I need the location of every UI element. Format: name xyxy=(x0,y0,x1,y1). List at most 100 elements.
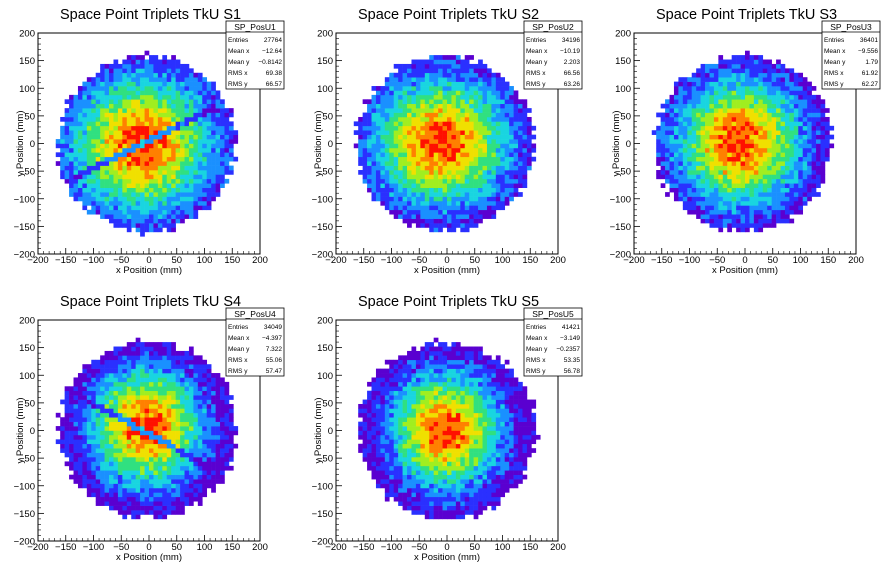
histogram-bin xyxy=(122,483,128,489)
histogram-bin xyxy=(162,386,168,392)
histogram-bin xyxy=(69,143,74,149)
histogram-bin xyxy=(411,196,417,202)
histogram-bin xyxy=(144,77,150,82)
histogram-bin xyxy=(140,196,145,202)
histogram-bin xyxy=(171,395,176,400)
histogram-bin xyxy=(691,125,697,131)
histogram-bin xyxy=(713,214,719,219)
histogram-bin xyxy=(789,112,795,118)
histogram-bin xyxy=(122,421,128,427)
histogram-bin xyxy=(73,399,79,405)
histogram-bin xyxy=(491,147,497,153)
histogram-bin xyxy=(188,86,194,91)
histogram-bin xyxy=(798,139,804,144)
histogram-bin xyxy=(455,139,461,144)
histogram-bin xyxy=(149,412,154,418)
histogram-bin xyxy=(740,139,746,144)
histogram-bin xyxy=(384,178,390,184)
histogram-bin xyxy=(482,112,488,118)
histogram-bin xyxy=(478,152,483,158)
histogram-bin xyxy=(727,218,732,224)
histogram-bin xyxy=(149,125,154,131)
x-tick-label: −150 xyxy=(353,255,374,266)
histogram-bin xyxy=(82,483,88,489)
histogram-bin xyxy=(131,479,136,484)
histogram-bin xyxy=(113,108,119,113)
histogram-bin xyxy=(193,143,199,149)
histogram-bin xyxy=(64,395,70,400)
histogram-bin xyxy=(816,116,821,122)
histogram-bin xyxy=(100,152,105,158)
histogram-bin xyxy=(509,152,514,158)
histogram-bin xyxy=(745,72,750,78)
histogram-bin xyxy=(389,81,395,87)
histogram-bin xyxy=(736,143,741,149)
histogram-bin xyxy=(736,183,741,188)
histogram-bin xyxy=(77,386,83,392)
histogram-bin xyxy=(233,130,239,135)
stats-box-title: SP_PosU3 xyxy=(830,22,872,32)
histogram-bin xyxy=(367,178,372,184)
histogram-bin xyxy=(171,457,176,462)
histogram-bin xyxy=(433,214,439,219)
histogram-bin xyxy=(500,125,506,131)
histogram-bin xyxy=(433,112,439,118)
histogram-bin xyxy=(140,125,145,131)
histogram-bin xyxy=(705,77,710,82)
histogram-bin xyxy=(464,139,470,144)
histogram-bin xyxy=(753,161,759,166)
histogram-bin xyxy=(153,350,159,356)
histogram-bin xyxy=(144,350,150,356)
histogram-bin xyxy=(375,165,381,171)
histogram-bin xyxy=(166,364,172,369)
histogram-bin xyxy=(700,214,706,219)
histogram-bin xyxy=(709,86,715,91)
histogram-bin xyxy=(220,108,225,113)
histogram-bin xyxy=(371,116,377,122)
histogram-bin xyxy=(433,86,439,91)
histogram-bin xyxy=(682,183,688,188)
histogram-bin xyxy=(780,77,786,82)
histogram-bin xyxy=(389,116,395,122)
histogram-bin xyxy=(438,90,443,96)
histogram-bin xyxy=(95,373,101,378)
histogram-bin xyxy=(691,103,697,109)
histogram-bin xyxy=(64,139,70,144)
histogram-bin xyxy=(753,218,759,224)
histogram-bin xyxy=(171,223,176,228)
histogram-bin xyxy=(802,94,808,100)
histogram-bin xyxy=(807,156,812,162)
histogram-bin xyxy=(784,174,790,180)
histogram-bin xyxy=(113,483,119,489)
histogram-bin xyxy=(682,143,688,149)
histogram-bin xyxy=(375,187,381,193)
histogram-bin xyxy=(478,174,483,180)
histogram-bin xyxy=(131,474,136,480)
histogram-bin xyxy=(86,125,92,131)
histogram-bin xyxy=(682,139,688,144)
histogram-bin xyxy=(95,170,101,175)
histogram-bin xyxy=(673,99,679,105)
histogram-bin xyxy=(700,156,706,162)
histogram-bin xyxy=(113,134,119,140)
histogram-bin xyxy=(793,196,799,202)
histogram-bin xyxy=(447,178,452,184)
histogram-bin xyxy=(153,72,159,78)
histogram-bin xyxy=(486,125,492,131)
histogram-bin xyxy=(802,81,808,87)
histogram-bin xyxy=(144,421,150,427)
histogram-bin xyxy=(656,156,661,162)
histogram-bin xyxy=(109,214,114,219)
histogram-bin xyxy=(811,103,817,109)
histogram-bin xyxy=(451,86,457,91)
histogram-bin xyxy=(197,165,203,171)
histogram-bin xyxy=(745,108,750,113)
histogram-bin xyxy=(460,178,466,184)
histogram-bin xyxy=(69,134,74,140)
histogram-bin xyxy=(162,470,168,475)
histogram-bin xyxy=(389,77,395,82)
histogram-bin xyxy=(491,143,497,149)
histogram-bin xyxy=(771,130,777,135)
histogram-bin xyxy=(175,68,181,74)
histogram-bin xyxy=(153,501,159,506)
